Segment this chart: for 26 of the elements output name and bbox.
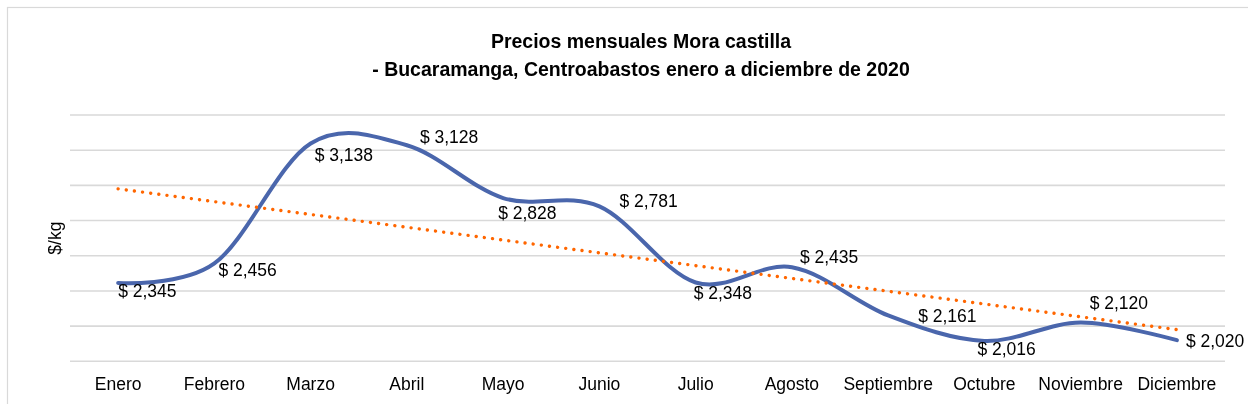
data-label: $ 2,435 [799, 247, 859, 268]
data-label: $ 2,020 [1185, 330, 1245, 351]
data-label: $ 2,348 [693, 282, 753, 303]
data-label: $ 2,120 [1089, 292, 1149, 313]
data-label: $ 2,828 [498, 203, 557, 224]
x-tick-label: Octubre [953, 374, 1016, 394]
data-label: $ 3,128 [419, 126, 479, 147]
data-label: $ 2,781 [619, 190, 678, 211]
x-tick-label: Julio [677, 374, 714, 394]
x-tick-label: Agosto [764, 374, 820, 394]
x-tick-label: Abril [389, 374, 425, 394]
x-tick-label: Junio [578, 374, 621, 394]
x-tick-label: Diciembre [1137, 374, 1217, 394]
x-tick-label: Enero [94, 374, 142, 394]
data-label: $ 2,161 [918, 306, 977, 327]
data-label: $ 2,016 [977, 338, 1036, 359]
x-tick-label: Septiembre [843, 374, 933, 394]
y-axis-title: $/kg [45, 221, 65, 255]
data-label: $ 3,138 [314, 144, 374, 165]
data-label: $ 2,345 [118, 281, 177, 302]
x-tick-label: Noviembre [1038, 374, 1123, 394]
x-tick-label: Marzo [286, 374, 335, 394]
data-label: $ 2,456 [218, 260, 277, 281]
chart-title: Precios mensuales Mora castilla - Bucaramanga, Centroabastos enero a diciembre de 2020 [372, 30, 910, 80]
x-tick-label: Mayo [481, 374, 525, 394]
x-tick-label: Febrero [183, 374, 246, 394]
